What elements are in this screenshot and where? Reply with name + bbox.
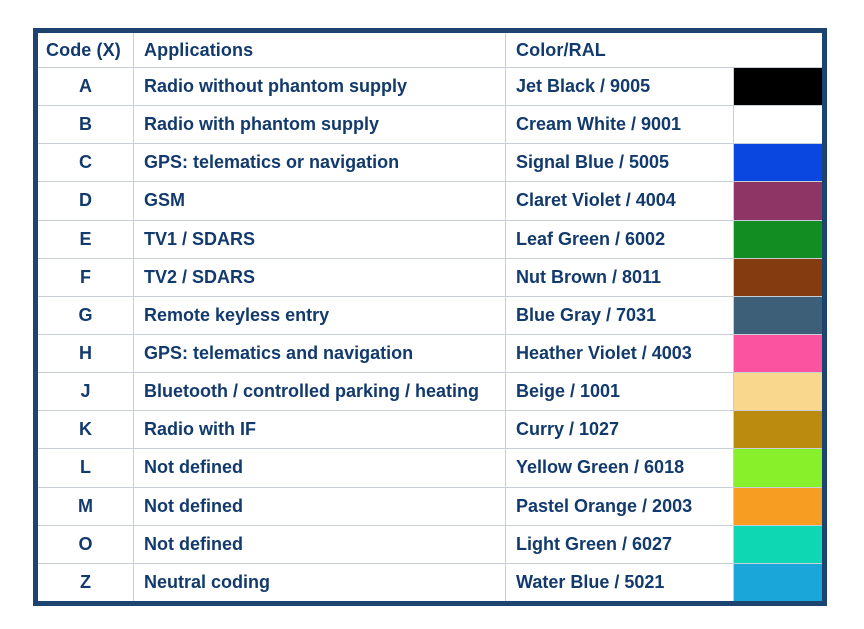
color-name-cell: Blue Gray / 7031: [506, 296, 734, 334]
color-name-cell: Signal Blue / 5005: [506, 144, 734, 182]
code-cell: G: [38, 296, 134, 334]
application-cell: GPS: telematics or navigation: [134, 144, 506, 182]
table-row: G Remote keyless entry Blue Gray / 7031: [38, 296, 822, 335]
table-row: O Not defined Light Green / 6027: [38, 525, 822, 564]
application-cell: TV1 / SDARS: [134, 220, 506, 258]
application-cell: Radio with IF: [134, 411, 506, 449]
color-swatch: [734, 334, 822, 373]
code-cell: B: [38, 106, 134, 144]
table-header-row: Code (X) Applications Color/RAL: [38, 33, 822, 68]
code-cell: J: [38, 373, 134, 411]
color-swatch: [734, 563, 822, 601]
color-name-cell: Light Green / 6027: [506, 525, 734, 563]
antenna-coding-table: Code (X) Applications Color/RAL A Radio …: [33, 28, 827, 606]
color-name-cell: Claret Violet / 4004: [506, 182, 734, 220]
color-name-cell: Curry / 1027: [506, 411, 734, 449]
color-swatch: [734, 68, 822, 106]
code-cell: F: [38, 258, 134, 296]
table-row: K Radio with IF Curry / 1027: [38, 411, 822, 450]
color-name-cell: Yellow Green / 6018: [506, 449, 734, 487]
table-row: C GPS: telematics or navigation Signal B…: [38, 144, 822, 183]
color-name-cell: Cream White / 9001: [506, 106, 734, 144]
application-cell: Radio with phantom supply: [134, 106, 506, 144]
code-cell: H: [38, 334, 134, 373]
color-swatch: [734, 220, 822, 258]
color-swatch: [734, 487, 822, 525]
table-row: B Radio with phantom supply Cream White …: [38, 106, 822, 145]
application-cell: Neutral coding: [134, 563, 506, 601]
table-row: D GSM Claret Violet / 4004: [38, 182, 822, 221]
table-row: H GPS: telematics and navigation Heather…: [38, 334, 822, 374]
code-cell: Z: [38, 563, 134, 601]
color-name-cell: Beige / 1001: [506, 373, 734, 411]
color-name-cell: Nut Brown / 8011: [506, 258, 734, 296]
color-swatch: [734, 411, 822, 449]
table-row: M Not defined Pastel Orange / 2003: [38, 487, 822, 526]
application-cell: GPS: telematics and navigation: [134, 334, 506, 373]
table-row: E TV1 / SDARS Leaf Green / 6002: [38, 220, 822, 259]
color-swatch: [734, 258, 822, 296]
color-swatch: [734, 144, 822, 182]
color-name-cell: Jet Black / 9005: [506, 68, 734, 106]
code-cell: L: [38, 449, 134, 487]
color-swatch: [734, 373, 822, 411]
color-name-cell: Water Blue / 5021: [506, 563, 734, 601]
table-row: F TV2 / SDARS Nut Brown / 8011: [38, 258, 822, 297]
table-row: Z Neutral coding Water Blue / 5021: [38, 563, 822, 601]
color-swatch: [734, 182, 822, 220]
table-body: A Radio without phantom supply Jet Black…: [38, 68, 822, 601]
color-swatch: [734, 449, 822, 487]
application-cell: Not defined: [134, 487, 506, 525]
code-cell: D: [38, 182, 134, 220]
application-cell: Not defined: [134, 449, 506, 487]
application-cell: Not defined: [134, 525, 506, 563]
color-name-cell: Pastel Orange / 2003: [506, 487, 734, 525]
color-swatch: [734, 525, 822, 563]
application-cell: Remote keyless entry: [134, 296, 506, 334]
application-cell: Radio without phantom supply: [134, 68, 506, 106]
application-cell: GSM: [134, 182, 506, 220]
code-cell: K: [38, 411, 134, 449]
code-cell: A: [38, 68, 134, 106]
code-cell: M: [38, 487, 134, 525]
column-header-applications: Applications: [134, 33, 506, 67]
column-header-color-ral: Color/RAL: [516, 39, 606, 60]
table-row: J Bluetooth / controlled parking / heati…: [38, 373, 822, 412]
table-row: L Not defined Yellow Green / 6018: [38, 449, 822, 488]
color-swatch: [734, 296, 822, 334]
application-cell: Bluetooth / controlled parking / heating: [134, 373, 506, 411]
code-cell: O: [38, 525, 134, 563]
code-cell: C: [38, 144, 134, 182]
column-header-code: Code (X): [38, 33, 134, 67]
color-name-cell: Heather Violet / 4003: [506, 334, 734, 373]
application-cell: TV2 / SDARS: [134, 258, 506, 296]
table-row: A Radio without phantom supply Jet Black…: [38, 68, 822, 107]
color-name-cell: Leaf Green / 6002: [506, 220, 734, 258]
code-cell: E: [38, 220, 134, 258]
color-swatch: [734, 106, 822, 144]
